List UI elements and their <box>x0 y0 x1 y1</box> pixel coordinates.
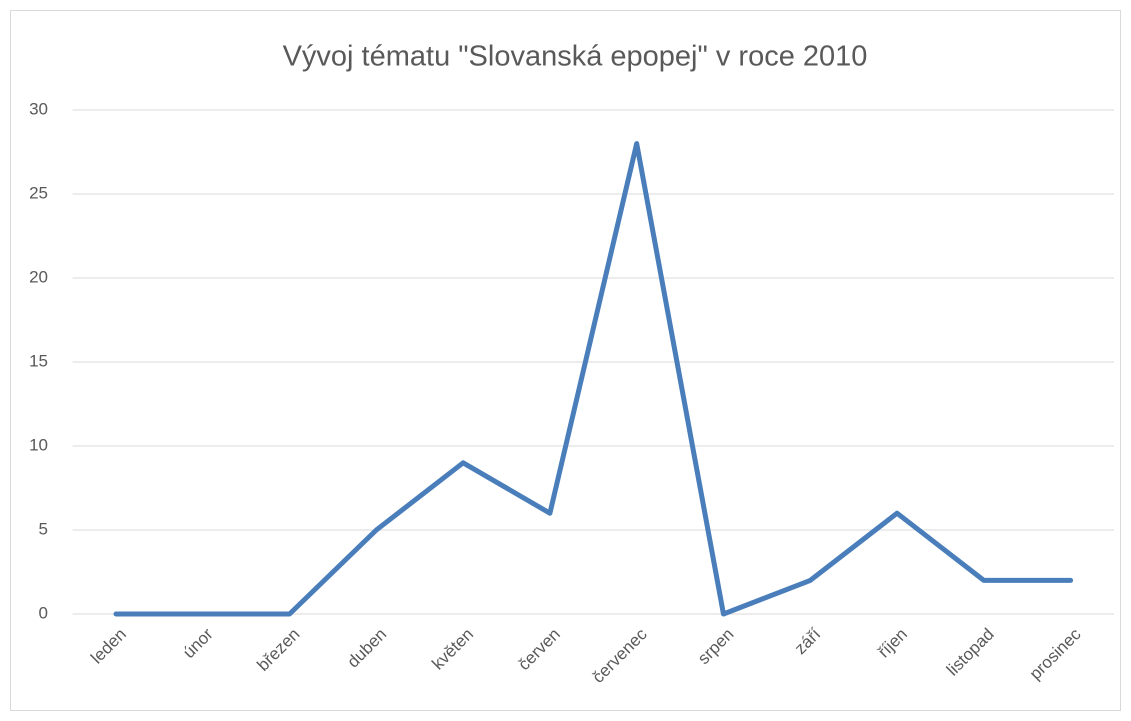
chart-title: Vývoj tématu "Slovanská epopej" v roce 2… <box>283 41 868 73</box>
y-tick-label: 20 <box>29 267 48 286</box>
y-tick-label: 10 <box>29 435 48 454</box>
y-tick-label: 30 <box>29 99 48 118</box>
y-tick-label: 5 <box>39 519 48 538</box>
y-tick-label: 0 <box>39 603 48 622</box>
y-tick-label: 25 <box>29 183 48 202</box>
y-tick-label: 15 <box>29 351 48 370</box>
chart-border <box>10 10 1121 711</box>
data-line <box>113 141 1074 617</box>
